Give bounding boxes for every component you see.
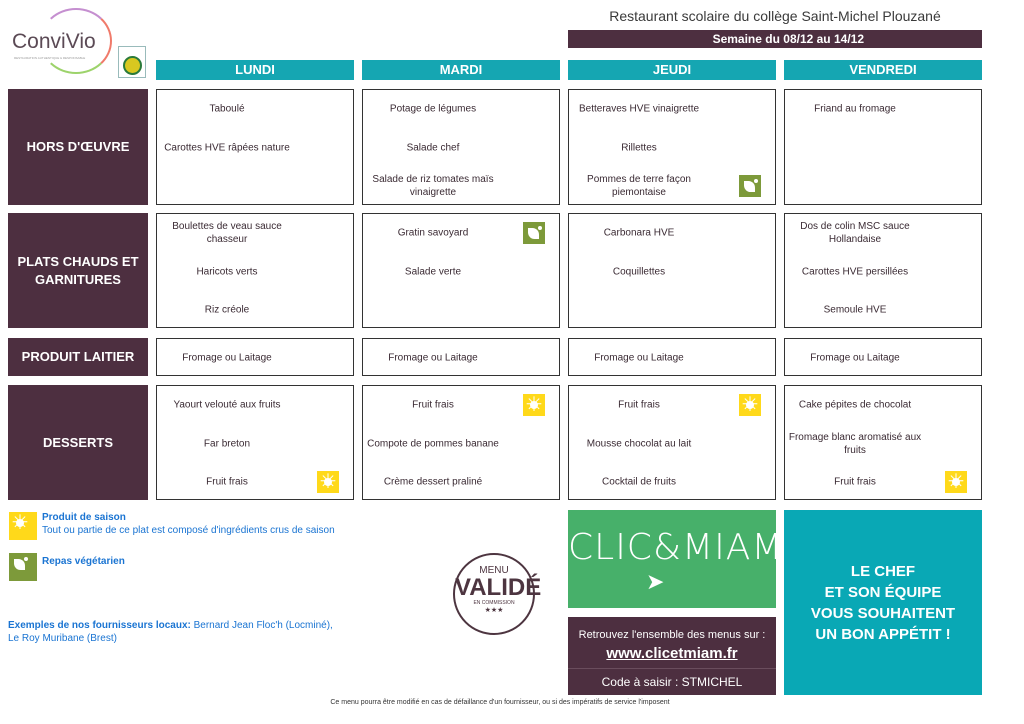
menu-item: Rillettes (621, 142, 657, 153)
menu-item: Mousse chocolat au lait (586, 438, 692, 449)
stamp-sub: EN COMMISSION (473, 600, 515, 606)
menu-valide-stamp: MENU VALIDÉ EN COMMISSION ★★★ (453, 553, 542, 635)
menu-item: Salade chef (406, 142, 460, 153)
sun-icon (523, 394, 545, 416)
menu-item: Fromage ou Laitage (182, 352, 272, 364)
chef-message: LE CHEF ET SON ÉQUIPE VOUS SOUHAITENT UN… (784, 510, 982, 695)
day-header-vendredi: VENDREDI (784, 60, 982, 80)
week-banner: Semaine du 08/12 au 14/12 (568, 30, 982, 48)
menu-item: Fruit frais (618, 399, 660, 411)
menu-item: Friand au fromage (814, 103, 896, 115)
menu-item: Fruit frais (206, 476, 248, 488)
menu-cell: Friand au fromage (784, 89, 982, 205)
suppliers-list: Bernard Jean Floc'h (Locminé), Le Roy Mu… (8, 620, 333, 644)
menu-item: Salade verte (404, 266, 462, 277)
sun-icon (739, 394, 761, 416)
menu-cell: Carbonara HVE Coquillettes (568, 213, 776, 328)
menu-cell: Taboulé Carottes HVE râpées nature (156, 89, 354, 205)
logo-tagline: RESTAURATION AUTHENTIQUE & RESPONSABLE (14, 56, 86, 60)
stamp-stars: ★★★ (484, 607, 504, 614)
menu-cell: Fromage ou Laitage (156, 338, 354, 376)
menu-cell: Fromage ou Laitage (362, 338, 560, 376)
menu-item: Betteraves HVE vinaigrette (578, 103, 700, 115)
footer-disclaimer: Ce menu pourra être modifié en cas de dé… (330, 699, 670, 706)
convivio-logo: ConviVio RESTAURATION AUTHENTIQUE & RESP… (10, 8, 115, 74)
menu-cell: Potage de légumes Salade chef Salade de ri… (362, 89, 560, 205)
menu-item: Fromage ou Laitage (388, 352, 478, 364)
menu-item: Potage de légumes (389, 103, 477, 115)
clicetmiam-logo-text: CLIC&MIAM! (568, 527, 799, 568)
menu-item: Riz créole (204, 304, 250, 316)
menu-item: Far breton (203, 438, 251, 449)
menu-item: Fromage blanc aromatisé aux fruits (788, 431, 922, 456)
legend-season-title: Produit de saison (42, 512, 126, 523)
stamp-top: MENU (479, 565, 509, 576)
find-menus-text: Retrouvez l'ensemble des menus sur : (578, 629, 766, 641)
menu-cell: Cake pépites de chocolat Fromage blanc ar… (784, 385, 982, 500)
logo-text: ConviVio (12, 30, 96, 53)
chef-line: VOUS SOUHAITENT (810, 604, 956, 622)
row-label: DESSERTS (8, 385, 148, 500)
menu-cell: Betteraves HVE vinaigrette Rillettes Pomme… (568, 89, 776, 205)
leaf-icon (9, 553, 37, 581)
menu-item: Carbonara HVE (603, 227, 675, 239)
menu-cell: Yaourt velouté aux fruits Far breton Fruit… (156, 385, 354, 500)
menu-item: Gratin savoyard (397, 227, 469, 239)
local-suppliers: Exemples de nos fournisseurs locaux: Ber… (8, 619, 338, 645)
page-title: Restaurant scolaire du collège Saint-Mic… (609, 8, 941, 24)
row-label: PRODUIT LAITIER (8, 338, 148, 376)
day-header-lundi: LUNDI (156, 60, 354, 80)
menu-item: Carottes HVE râpées nature (164, 142, 290, 153)
menu-cell: Fruit frais Compote de pommes banane Crème… (362, 385, 560, 500)
day-header-jeudi: JEUDI (568, 60, 776, 80)
menu-item: Boulettes de veau sauce chasseur (172, 221, 282, 245)
row-label: HORS D'ŒUVRE (8, 89, 148, 205)
membership-badge (118, 46, 146, 78)
sun-icon (9, 512, 37, 540)
menu-cell: Dos de colin MSC sauce Hollandaise Carott… (784, 213, 982, 328)
leaf-icon (739, 175, 761, 197)
menu-item: Pommes de terre façon piemontaise (587, 174, 691, 198)
menu-item: Fromage ou Laitage (594, 352, 684, 364)
cursor-icon: ➤ (646, 570, 666, 595)
stamp-main: VALIDÉ (455, 574, 542, 601)
menu-item: Salade de riz tomates maïs vinaigrette (372, 174, 494, 198)
leaf-icon (523, 222, 545, 244)
row-label: PLATS CHAUDS ET GARNITURES (8, 213, 148, 328)
chef-line: LE CHEF (850, 562, 916, 580)
menu-cell: Fruit frais Mousse chocolat au lait Cockta… (568, 385, 776, 500)
legend-veg-title: Repas végétarien (42, 556, 125, 567)
menu-item: Haricots verts (196, 266, 258, 277)
access-code: Code à saisir : STMICHEL (568, 668, 776, 689)
legend-season-desc: Tout ou partie de ce plat est composé d'… (42, 525, 335, 536)
sun-icon (317, 471, 339, 493)
menu-item: Fruit frais (834, 476, 876, 488)
menu-cell: Boulettes de veau sauce chasseur Haricots… (156, 213, 354, 328)
chef-line: UN BON APPÉTIT ! (815, 625, 951, 643)
menu-cell: Gratin savoyard Salade verte (362, 213, 560, 328)
menu-item: Compote de pommes banane (367, 438, 499, 449)
menu-item: Carottes HVE persillées (801, 266, 909, 277)
chef-line: ET SON ÉQUIPE (824, 583, 942, 601)
menu-item: Coquillettes (612, 266, 666, 277)
sun-icon (945, 471, 967, 493)
menu-item: Cocktail de fruits (602, 476, 676, 488)
suppliers-label: Exemples de nos fournisseurs locaux: (8, 620, 191, 631)
website-link[interactable]: www.clicetmiam.fr (606, 645, 738, 662)
menu-item: Yaourt velouté aux fruits (173, 399, 281, 411)
menu-website-info: Retrouvez l'ensemble des menus sur : www… (568, 617, 776, 695)
menu-item: Semoule HVE (823, 304, 887, 316)
menu-cell: Fromage ou Laitage (568, 338, 776, 376)
clicetmiam-banner[interactable]: CLIC&MIAM! ➤ (568, 510, 798, 608)
menu-item: Dos de colin MSC sauce Hollandaise (800, 221, 910, 245)
menu-item: Fruit frais (412, 399, 454, 411)
menu-item: Crème dessert praliné (383, 476, 483, 488)
menu-item: Taboulé (209, 103, 245, 115)
day-header-mardi: MARDI (362, 60, 560, 80)
menu-cell: Fromage ou Laitage (784, 338, 982, 376)
menu-item: Fromage ou Laitage (810, 352, 900, 364)
menu-item: Cake pépites de chocolat (798, 399, 912, 411)
